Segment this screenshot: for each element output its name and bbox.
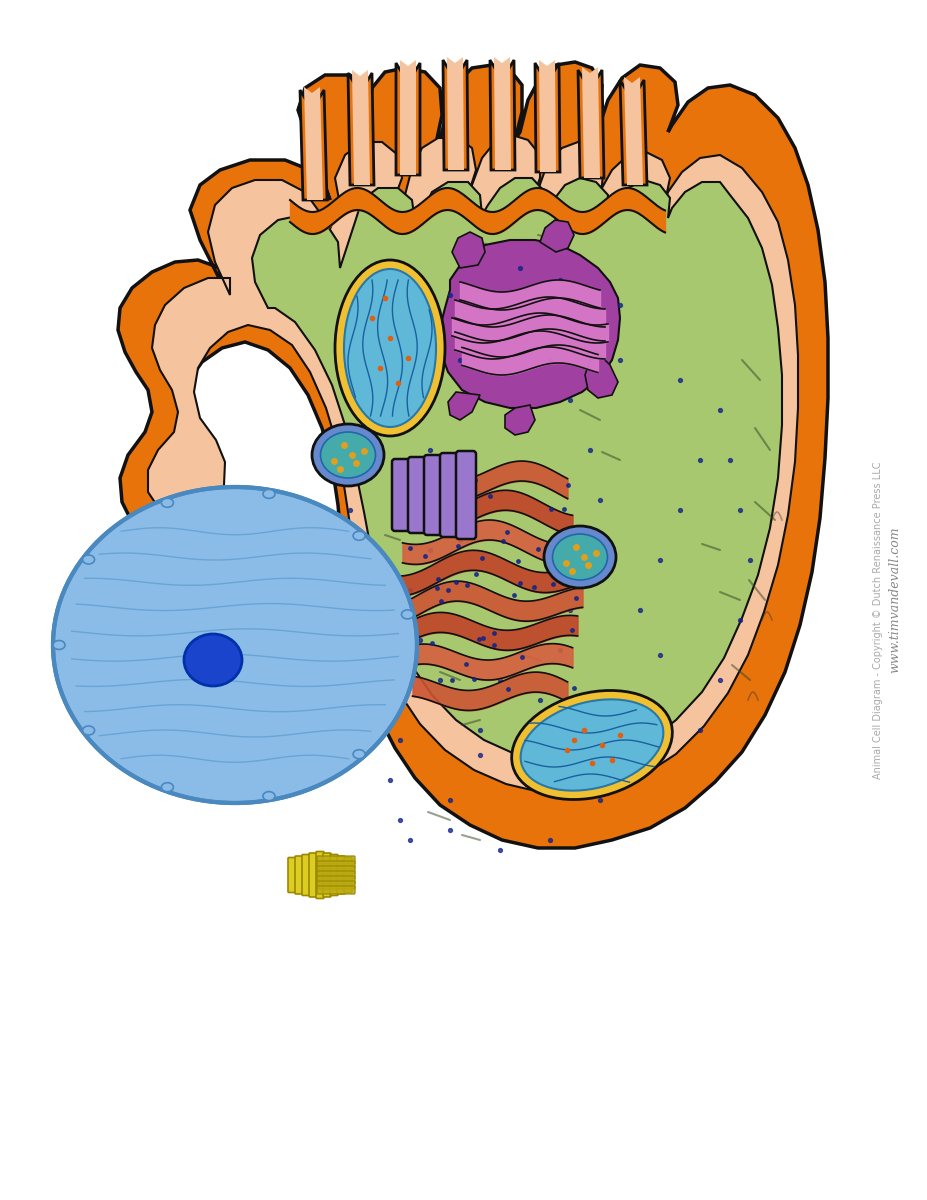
FancyBboxPatch shape <box>323 853 331 898</box>
FancyBboxPatch shape <box>288 858 296 893</box>
FancyBboxPatch shape <box>317 856 355 864</box>
Ellipse shape <box>53 641 65 649</box>
Ellipse shape <box>552 534 607 580</box>
FancyBboxPatch shape <box>317 881 355 889</box>
FancyBboxPatch shape <box>302 854 310 895</box>
Ellipse shape <box>312 424 384 486</box>
FancyBboxPatch shape <box>316 852 324 899</box>
FancyBboxPatch shape <box>344 858 352 893</box>
Ellipse shape <box>83 556 95 564</box>
Ellipse shape <box>53 487 417 803</box>
FancyBboxPatch shape <box>330 854 338 895</box>
Polygon shape <box>348 73 374 185</box>
Polygon shape <box>624 77 643 185</box>
Polygon shape <box>447 56 464 170</box>
Polygon shape <box>440 240 620 408</box>
Polygon shape <box>452 232 485 268</box>
Ellipse shape <box>353 532 365 540</box>
FancyBboxPatch shape <box>408 457 428 533</box>
Polygon shape <box>539 60 556 172</box>
Polygon shape <box>400 60 416 175</box>
Ellipse shape <box>161 782 173 792</box>
FancyBboxPatch shape <box>309 853 317 898</box>
Polygon shape <box>535 62 560 172</box>
Polygon shape <box>148 134 798 794</box>
Ellipse shape <box>83 726 95 734</box>
Ellipse shape <box>263 490 275 498</box>
Ellipse shape <box>335 260 445 436</box>
Polygon shape <box>582 67 600 178</box>
Ellipse shape <box>401 610 413 619</box>
Polygon shape <box>352 70 370 185</box>
Ellipse shape <box>161 498 173 508</box>
Ellipse shape <box>321 432 375 478</box>
FancyBboxPatch shape <box>392 458 412 530</box>
Polygon shape <box>540 220 574 252</box>
Text: www.timvandevall.com: www.timvandevall.com <box>888 527 901 673</box>
Ellipse shape <box>344 269 436 427</box>
Polygon shape <box>252 178 782 764</box>
Polygon shape <box>585 350 618 398</box>
FancyBboxPatch shape <box>317 886 355 894</box>
Polygon shape <box>505 404 535 434</box>
Polygon shape <box>300 90 327 200</box>
Ellipse shape <box>353 750 365 758</box>
Polygon shape <box>443 60 468 170</box>
Polygon shape <box>118 62 828 848</box>
FancyBboxPatch shape <box>317 871 355 878</box>
Ellipse shape <box>512 690 672 799</box>
Polygon shape <box>620 80 647 185</box>
FancyBboxPatch shape <box>317 876 355 884</box>
FancyBboxPatch shape <box>456 451 476 539</box>
FancyBboxPatch shape <box>337 856 345 894</box>
FancyBboxPatch shape <box>317 862 355 869</box>
FancyBboxPatch shape <box>317 866 355 874</box>
Polygon shape <box>494 56 511 170</box>
FancyBboxPatch shape <box>440 452 460 538</box>
Ellipse shape <box>184 634 242 686</box>
Polygon shape <box>490 60 515 170</box>
Text: Animal Cell Diagram - Copyright © Dutch Renaissance Press LLC: Animal Cell Diagram - Copyright © Dutch … <box>873 461 883 779</box>
Polygon shape <box>304 86 323 200</box>
FancyBboxPatch shape <box>295 856 303 894</box>
FancyBboxPatch shape <box>424 455 444 535</box>
Ellipse shape <box>544 526 616 588</box>
Polygon shape <box>396 62 420 175</box>
Ellipse shape <box>263 792 275 800</box>
Polygon shape <box>578 70 604 178</box>
Polygon shape <box>448 392 480 420</box>
Ellipse shape <box>521 700 664 791</box>
